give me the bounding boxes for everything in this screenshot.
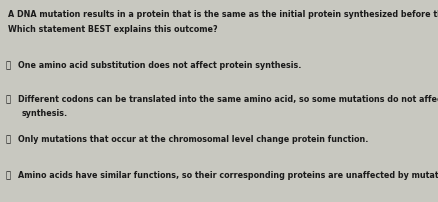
- Text: ⓒ: ⓒ: [6, 134, 11, 143]
- Text: One amino acid substitution does not affect protein synthesis.: One amino acid substitution does not aff…: [18, 61, 301, 70]
- Text: ⓐ: ⓐ: [6, 61, 11, 70]
- Text: ⓑ: ⓑ: [6, 95, 11, 103]
- Text: A DNA mutation results in a protein that is the same as the initial protein synt: A DNA mutation results in a protein that…: [8, 10, 438, 19]
- Text: Which statement BEST explains this outcome?: Which statement BEST explains this outco…: [8, 24, 217, 33]
- Text: synthesis.: synthesis.: [22, 108, 68, 117]
- Text: Only mutations that occur at the chromosomal level change protein function.: Only mutations that occur at the chromos…: [18, 134, 367, 143]
- Text: Amino acids have similar functions, so their corresponding proteins are unaffect: Amino acids have similar functions, so t…: [18, 170, 438, 179]
- Text: ⓓ: ⓓ: [6, 170, 11, 179]
- Text: Different codons can be translated into the same amino acid, so some mutations d: Different codons can be translated into …: [18, 95, 438, 103]
